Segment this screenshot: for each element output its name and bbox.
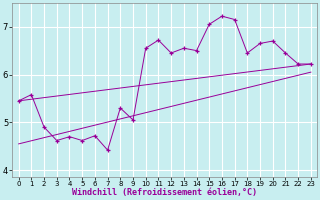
X-axis label: Windchill (Refroidissement éolien,°C): Windchill (Refroidissement éolien,°C) (72, 188, 257, 197)
